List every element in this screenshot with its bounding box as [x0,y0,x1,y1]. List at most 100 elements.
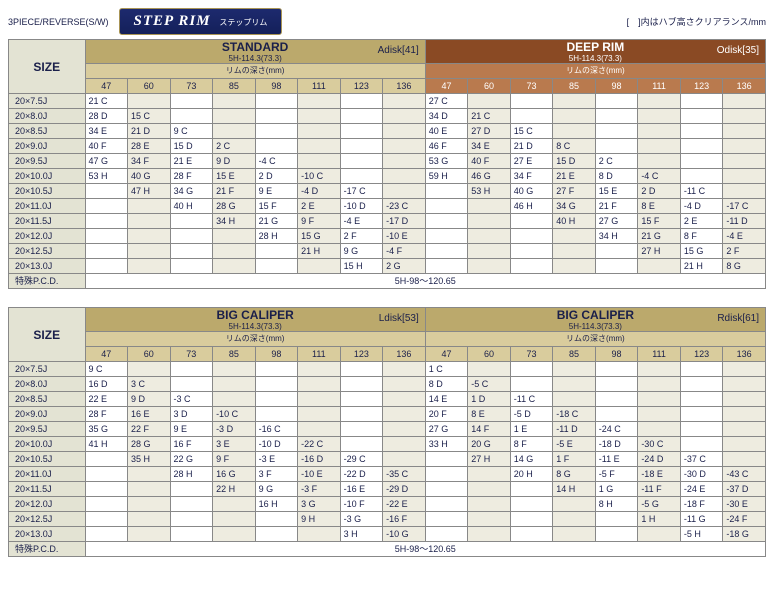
data-cell [680,109,723,124]
data-cell [128,214,171,229]
data-cell [340,362,383,377]
data-cell [298,527,341,542]
data-cell: 28 G [213,199,256,214]
data-cell: 21 D [128,124,171,139]
data-cell [595,109,638,124]
col-head: 85 [213,79,256,94]
data-cell [128,362,171,377]
col-head: 98 [255,79,298,94]
col-head: 98 [255,347,298,362]
data-cell: 2 E [680,214,723,229]
data-cell [723,124,766,139]
data-cell [298,407,341,422]
data-cell [723,422,766,437]
data-cell [85,229,128,244]
data-cell: -4 D [298,184,341,199]
table-row: 20×9.0J28 F16 E3 D-10 C20 F8 E-5 D-18 C [9,407,766,422]
data-cell: 14 H [553,482,596,497]
data-cell [383,392,426,407]
data-cell: 9 D [128,392,171,407]
data-cell [255,139,298,154]
data-cell: 34 D [425,109,468,124]
data-cell [425,214,468,229]
data-cell: -11 E [595,452,638,467]
data-cell [298,392,341,407]
data-cell: 2 F [340,229,383,244]
data-cell [595,244,638,259]
data-cell [425,229,468,244]
data-cell: -10 G [383,527,426,542]
data-cell: 16 D [85,377,128,392]
col-head: 73 [170,347,213,362]
col-head: 136 [723,347,766,362]
data-cell: 28 G [128,437,171,452]
size-label: 20×8.5J [9,392,86,407]
badge-main: STEP RIM [134,13,211,29]
data-cell [723,94,766,109]
data-cell [723,377,766,392]
data-cell [340,392,383,407]
data-cell [595,377,638,392]
data-cell: -24 D [638,452,681,467]
data-cell [425,184,468,199]
data-cell [468,512,511,527]
data-cell [510,214,553,229]
data-cell [638,154,681,169]
data-cell: -10 E [383,229,426,244]
size-label: 20×13.0J [9,259,86,274]
data-cell [298,94,341,109]
data-cell [680,422,723,437]
data-cell [213,244,256,259]
data-cell: 1 H [638,512,681,527]
data-cell [170,512,213,527]
table-row: 20×7.5J21 C27 C [9,94,766,109]
size-label: 20×12.5J [9,244,86,259]
data-cell: 53 H [85,169,128,184]
data-cell: 21 H [298,244,341,259]
data-cell [170,497,213,512]
data-cell [510,94,553,109]
data-cell [425,467,468,482]
data-cell: -3 D [213,422,256,437]
data-cell: 8 G [723,259,766,274]
table-row: 20×11.0J40 H28 G15 F2 E-10 D-23 C46 H34 … [9,199,766,214]
data-cell [510,362,553,377]
size-label: 20×8.5J [9,124,86,139]
data-cell [553,362,596,377]
table-row: 20×8.0J16 D3 C8 D-5 C [9,377,766,392]
data-cell [128,512,171,527]
data-cell: 2 F [723,244,766,259]
data-cell [510,527,553,542]
data-cell: 27 H [638,244,681,259]
data-cell [383,154,426,169]
data-cell: 22 H [213,482,256,497]
data-cell: 40 F [468,154,511,169]
data-cell: 53 G [425,154,468,169]
data-cell: 14 F [468,422,511,437]
data-cell: 21 C [468,109,511,124]
data-cell: 1 F [553,452,596,467]
data-cell: 14 E [425,392,468,407]
data-cell: -22 C [298,437,341,452]
data-cell [723,109,766,124]
data-cell [340,377,383,392]
data-cell [128,259,171,274]
data-cell [85,184,128,199]
data-cell: 1 E [510,422,553,437]
data-cell [468,244,511,259]
data-cell [383,437,426,452]
data-cell [383,139,426,154]
data-cell: 1 C [425,362,468,377]
data-cell: 8 C [553,139,596,154]
data-cell [128,94,171,109]
data-cell: 47 H [128,184,171,199]
data-cell [383,377,426,392]
col-head: 60 [128,79,171,94]
data-cell: 21 F [595,199,638,214]
col-head: 60 [128,347,171,362]
data-cell: 3 E [213,437,256,452]
data-cell: 3 D [170,407,213,422]
data-cell: 40 H [170,199,213,214]
data-cell: 9 F [213,452,256,467]
size-label: 20×7.5J [9,362,86,377]
